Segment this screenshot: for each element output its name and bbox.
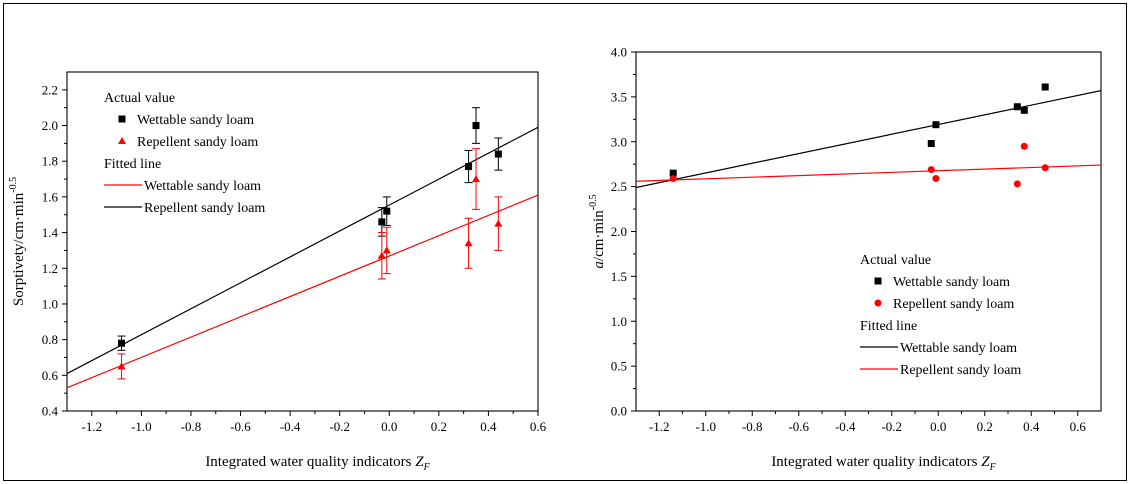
data-point	[932, 175, 940, 183]
legend-label: Repellent sandy loam	[900, 363, 1021, 378]
x-tick-label: 0.2	[431, 419, 447, 434]
y-axis-label: a/cm·min-0.5	[588, 194, 607, 268]
x-tick-label: -1.2	[81, 419, 102, 434]
plot-area-frame	[66, 71, 539, 412]
x-axis-label: Integrated water quality indicators ZF	[771, 454, 996, 473]
x-tick-label: -1.2	[649, 419, 670, 434]
y-tick-label: 2.2	[42, 82, 58, 97]
legend-marker	[118, 115, 126, 123]
x-tick-label: -0.8	[742, 419, 763, 434]
data-point	[118, 339, 126, 347]
data-point	[378, 218, 386, 226]
y-tick-label: 2.0	[42, 118, 58, 133]
y-tick-label: 1.5	[611, 269, 627, 284]
data-point	[927, 140, 935, 148]
y-tick-label: 1.2	[42, 261, 58, 276]
data-point	[927, 166, 935, 174]
y-tick-label: 0.4	[42, 404, 59, 419]
x-tick-label: 0.6	[530, 419, 547, 434]
legend: Actual value Wettable sandy loam Repellent…	[860, 253, 1021, 378]
data-point	[1041, 164, 1049, 172]
x-tick-label: -0.2	[329, 419, 350, 434]
fit-line	[67, 126, 538, 375]
x-tick-label: -0.8	[181, 419, 202, 434]
y-tick-label: 1.4	[42, 225, 59, 240]
legend-title: Actual value	[860, 253, 931, 268]
y-tick-label: 1.0	[42, 296, 58, 311]
chart-1: -1.2 -1.0 -0.8 -0.6 -0.4 -0.2 0.0 0.2 0.4 0.6 0.4 0…	[8, 71, 547, 473]
legend-label: Wettable sandy loam	[893, 275, 1010, 290]
data-point	[382, 246, 391, 254]
legend-label: Wettable sandy loam	[137, 113, 254, 128]
data-point	[472, 175, 481, 183]
data-point	[1013, 180, 1021, 188]
x-tick-label: -0.6	[788, 419, 809, 434]
legend: Actual value Wettable sandy loam Repellent…	[104, 91, 265, 216]
y-tick-label: 1.0	[611, 314, 627, 329]
chart-2: -1.2 -1.0 -0.8 -0.6 -0.4 -0.2 0.0 0.2 0.4 0.6 0.0 0…	[588, 45, 1102, 473]
x-tick-label: -1.0	[695, 419, 716, 434]
fit-line	[67, 194, 538, 389]
y-axis-label: Sorptivety/cm·min-0.5	[8, 177, 27, 306]
y-tick-label: 0.0	[611, 404, 627, 419]
data-point	[1020, 142, 1028, 150]
y-tick-label: 3.5	[611, 89, 627, 104]
legend-label: Repellent sandy loam	[137, 135, 258, 150]
y-tick-label: 1.8	[42, 154, 58, 169]
y-tick-label: 2.0	[611, 224, 627, 239]
data-point	[1013, 103, 1021, 111]
data-point	[383, 207, 391, 215]
data-point	[494, 219, 503, 227]
fit-line	[636, 164, 1101, 182]
data-point	[472, 122, 480, 130]
data-point	[377, 251, 386, 259]
legend-label: Repellent sandy loam	[144, 201, 265, 216]
x-tick-label: -0.6	[230, 419, 251, 434]
legend-title: Actual value	[104, 91, 175, 106]
x-tick-label: 0.6	[1070, 419, 1087, 434]
x-tick-label: -0.4	[835, 419, 856, 434]
y-tick-label: 0.6	[42, 368, 59, 383]
figure-frame	[3, 3, 1127, 481]
y-tick-label: 0.8	[42, 332, 58, 347]
data-point	[494, 150, 502, 158]
data-point	[669, 175, 677, 183]
legend-label: Wettable sandy loam	[144, 179, 261, 194]
data-point	[1041, 83, 1049, 91]
data-point	[117, 362, 126, 370]
plot-area-frame	[635, 51, 1102, 412]
x-tick-label: -0.4	[280, 419, 301, 434]
legend-title: Fitted line	[860, 319, 917, 334]
legend-marker	[874, 277, 882, 285]
x-tick-label: -0.2	[881, 419, 902, 434]
y-tick-label: 0.5	[611, 359, 627, 374]
data-point	[932, 121, 940, 129]
data-point	[465, 163, 473, 171]
legend-marker	[874, 299, 882, 307]
legend-title: Fitted line	[104, 157, 161, 172]
x-tick-label: 0.4	[480, 419, 497, 434]
y-tick-label: 4.0	[611, 45, 627, 60]
x-tick-label: 0.0	[930, 419, 946, 434]
y-tick-label: 2.5	[611, 179, 627, 194]
data-point	[669, 169, 677, 177]
x-tick-label: -1.0	[131, 419, 152, 434]
legend-label: Wettable sandy loam	[900, 341, 1017, 356]
data-point	[464, 239, 473, 247]
y-tick-label: 1.6	[42, 189, 59, 204]
x-axis-label: Integrated water quality indicators ZF	[205, 454, 430, 473]
fit-line	[636, 90, 1101, 189]
y-tick-label: 3.0	[611, 134, 627, 149]
data-point	[1020, 106, 1028, 114]
legend-marker	[118, 137, 126, 144]
x-tick-label: 0.0	[381, 419, 397, 434]
x-tick-label: 0.4	[1023, 419, 1040, 434]
legend-label: Repellent sandy loam	[893, 297, 1014, 312]
x-tick-label: 0.2	[977, 419, 993, 434]
